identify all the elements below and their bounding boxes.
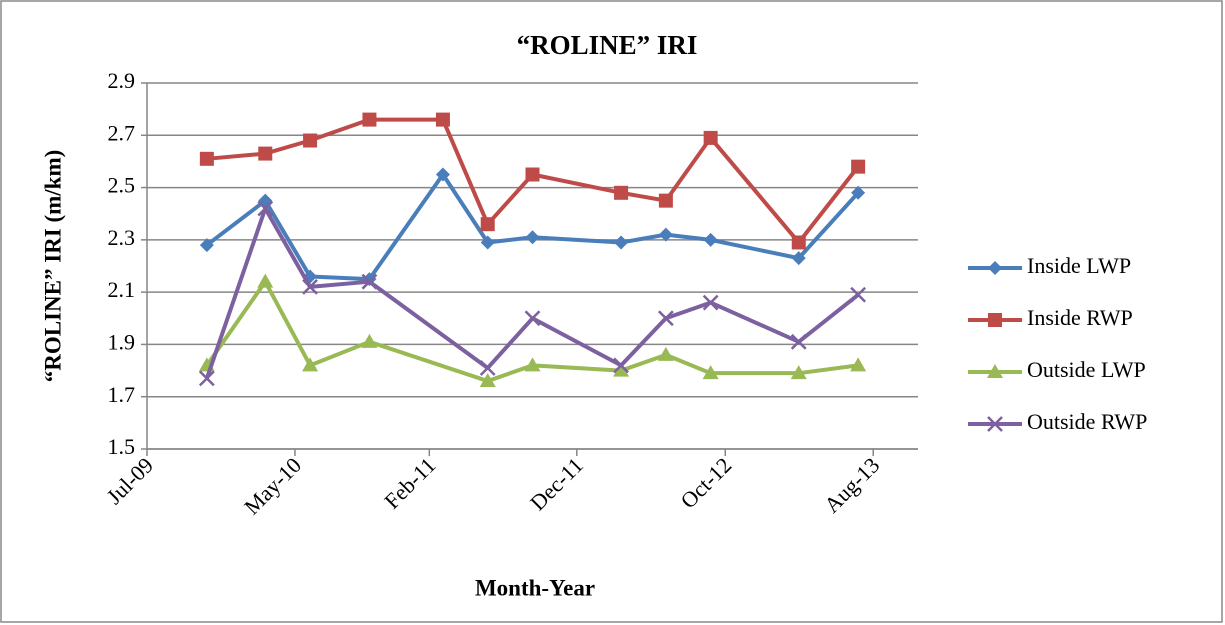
marker — [987, 364, 1003, 378]
series-line — [206, 117, 860, 245]
marker — [613, 362, 630, 377]
marker — [703, 130, 718, 145]
legend-label: Outside LWP — [1027, 357, 1146, 382]
legend-label: Inside RWP — [1027, 305, 1133, 330]
marker — [657, 310, 674, 327]
legend-label: Outside RWP — [1027, 409, 1147, 434]
marker — [790, 333, 807, 350]
marker — [658, 193, 673, 208]
marker — [302, 279, 318, 295]
marker — [480, 235, 495, 250]
marker — [479, 360, 496, 376]
y-tick-label: 1.7 — [108, 382, 136, 407]
y-tick-label: 2.1 — [108, 277, 136, 302]
marker — [435, 167, 450, 182]
y-tick-label: 2.3 — [108, 225, 136, 250]
marker — [303, 133, 318, 148]
marker — [257, 273, 274, 288]
marker — [791, 235, 806, 250]
marker — [658, 227, 673, 242]
marker — [479, 373, 496, 388]
marker — [524, 310, 541, 327]
y-axis-label: “ROLINE” IRI (m/km) — [40, 150, 65, 383]
marker — [302, 357, 319, 372]
marker — [525, 167, 540, 182]
marker — [790, 365, 807, 380]
marker — [703, 232, 718, 247]
marker — [702, 365, 719, 380]
y-tick-label: 2.9 — [108, 68, 136, 93]
marker — [199, 238, 214, 253]
legend-label: Inside LWP — [1027, 253, 1131, 278]
y-tick-label: 2.5 — [108, 173, 136, 198]
marker — [362, 112, 377, 127]
chart-title: “ROLINE” IRI — [517, 30, 698, 60]
y-tick-label: 1.9 — [108, 329, 136, 354]
y-tick-label: 2.7 — [108, 120, 136, 145]
marker — [702, 294, 719, 311]
marker — [198, 370, 215, 387]
marker — [199, 151, 214, 166]
marker — [988, 261, 1002, 275]
marker — [480, 217, 495, 232]
marker — [988, 313, 1002, 327]
series-line — [205, 172, 860, 282]
marker — [435, 112, 450, 127]
marker — [524, 357, 541, 372]
marker — [257, 200, 274, 217]
marker — [851, 185, 866, 200]
marker — [791, 251, 806, 266]
marker — [614, 235, 629, 250]
marker — [614, 185, 629, 200]
marker — [850, 286, 867, 303]
marker — [258, 146, 273, 161]
marker — [361, 333, 378, 348]
marker — [657, 346, 674, 361]
marker — [525, 230, 540, 245]
marker — [987, 416, 1003, 432]
x-axis-label: Month-Year — [475, 575, 595, 600]
marker — [613, 357, 629, 374]
y-tick-label: 1.5 — [108, 434, 136, 459]
marker — [851, 159, 866, 174]
marker — [361, 273, 378, 290]
marker — [850, 357, 867, 372]
